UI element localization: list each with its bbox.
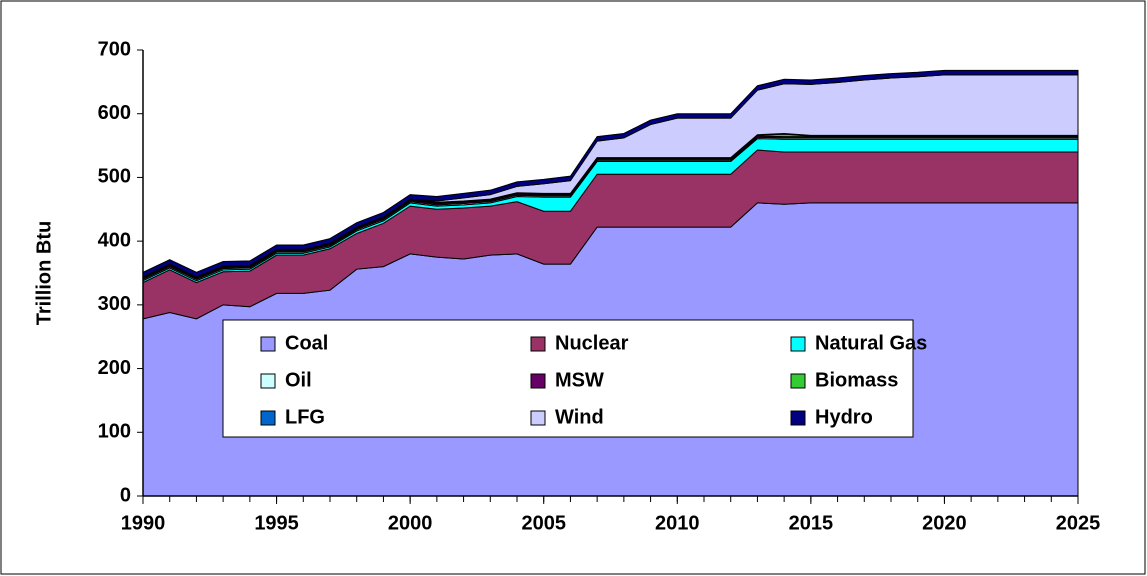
- legend-swatch: [530, 336, 546, 352]
- legend-label: MSW: [555, 369, 604, 391]
- legend-swatch: [790, 373, 806, 389]
- legend-swatch: [260, 373, 276, 389]
- x-tick-label: 1995: [254, 512, 299, 534]
- legend-label: LFG: [285, 406, 325, 428]
- x-tick-label: 2015: [789, 512, 834, 534]
- y-tick-label: 500: [98, 166, 131, 188]
- y-tick-label: 300: [98, 293, 131, 315]
- legend-label: Biomass: [815, 369, 898, 391]
- y-tick-label: 200: [98, 357, 131, 379]
- legend-label: Oil: [285, 369, 312, 391]
- x-tick-label: 2000: [388, 512, 433, 534]
- y-tick-label: 700: [98, 38, 131, 60]
- y-tick-label: 600: [98, 102, 131, 124]
- legend-swatch: [530, 373, 546, 389]
- x-tick-label: 1990: [121, 512, 166, 534]
- y-tick-label: 100: [98, 421, 131, 443]
- x-tick-label: 2020: [922, 512, 967, 534]
- legend-label: Coal: [285, 332, 328, 354]
- y-tick-label: 400: [98, 229, 131, 251]
- legend-swatch: [530, 410, 546, 426]
- legend-swatch: [260, 336, 276, 352]
- legend-swatch: [790, 336, 806, 352]
- area: [142, 69, 1079, 278]
- legend-swatch: [790, 410, 806, 426]
- legend-label: Nuclear: [555, 332, 629, 354]
- legend-label: Hydro: [815, 406, 873, 428]
- x-tick-label: 2005: [521, 512, 566, 534]
- y-tick-label: 0: [120, 484, 131, 506]
- y-axis-title: Trillion Btu: [33, 221, 55, 325]
- legend-label: Natural Gas: [815, 332, 927, 354]
- x-tick-label: 2025: [1056, 512, 1101, 534]
- legend-swatch: [260, 410, 276, 426]
- legend-label: Wind: [555, 406, 604, 428]
- x-tick-label: 2010: [655, 512, 700, 534]
